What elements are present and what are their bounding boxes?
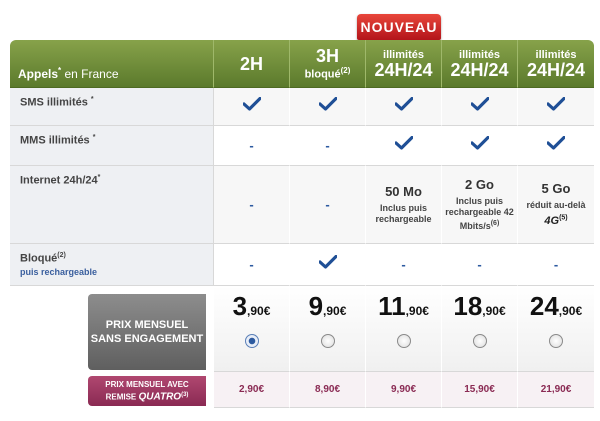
internet-illimite-3: 5 Go réduit au-delà 4G(5) <box>518 166 594 244</box>
4g-logo: 4G(5) <box>544 213 568 227</box>
price-label: PRIX MENSUEL SANS ENGAGEMENT <box>88 294 206 370</box>
plan-radio-illimite-2[interactable] <box>472 334 487 348</box>
plan-radio-illimite-1[interactable] <box>396 334 411 348</box>
internet-illimite-1: 50 Mo Inclus puis rechargeable <box>366 166 442 244</box>
checkmark-icon <box>393 96 414 116</box>
mms-check-illimite-1 <box>366 126 442 166</box>
price-3h[interactable]: 9,90€ <box>290 286 366 372</box>
price-illimite-3[interactable]: 24,90€ <box>518 286 594 372</box>
plan-radio-2h[interactable] <box>244 334 259 348</box>
remise-price-illimite-2: 15,90€ <box>442 372 518 408</box>
bloque-check-3h <box>290 244 366 286</box>
internet-2h: - <box>214 166 290 244</box>
plan-header-2h: 2H <box>214 40 290 88</box>
remise-price-3h: 8,90€ <box>290 372 366 408</box>
plans-comparison-table: Appels* en France 2H 3H bloqué(2) illimit… <box>10 40 594 408</box>
checkmark-icon <box>546 96 566 116</box>
mms-dash-2h: - <box>214 126 290 166</box>
sms-check-illimite-2 <box>442 88 518 126</box>
plan-header-illimite-1: illimités 24H/24 <box>366 40 442 88</box>
bloque-row-label: Bloqué(2) puis rechargeable <box>10 244 214 286</box>
checkmark-icon <box>469 135 490 155</box>
checkmark-icon <box>393 135 414 155</box>
plan-radio-3h[interactable] <box>320 334 335 348</box>
bloque-dash-illimite-3: - <box>518 244 594 286</box>
price-2h[interactable]: 3,90€ <box>214 286 290 372</box>
mms-check-illimite-3 <box>518 126 594 166</box>
plan-header-illimite-3: illimités 24H/24 <box>518 40 594 88</box>
plan-header-3h: 3H bloqué(2) <box>290 40 366 88</box>
mms-dash-3h: - <box>290 126 366 166</box>
internet-illimite-2: 2 Go Inclus puis rechargeable 42 Mbits/s… <box>442 166 518 244</box>
sms-row-label: SMS illimités * <box>10 88 214 126</box>
remise-price-2h: 2,90€ <box>214 372 290 408</box>
price-illimite-2[interactable]: 18,90€ <box>442 286 518 372</box>
sms-check-3h <box>290 88 366 126</box>
mms-row-label: MMS illimités * <box>10 126 214 166</box>
price-illimite-1[interactable]: 11,90€ <box>366 286 442 372</box>
sms-check-2h <box>214 88 290 126</box>
internet-row-label: Internet 24h/24* <box>10 166 214 244</box>
checkmark-icon <box>469 96 490 116</box>
price-label-cell: PRIX MENSUEL SANS ENGAGEMENT <box>10 286 214 372</box>
checkmark-icon <box>546 135 566 155</box>
checkmark-icon <box>241 96 262 116</box>
nouveau-badge: NOUVEAU <box>357 14 441 46</box>
bloque-dash-illimite-2: - <box>442 244 518 286</box>
checkmark-icon <box>317 96 338 116</box>
remise-price-illimite-3: 21,90€ <box>518 372 594 408</box>
mms-check-illimite-2 <box>442 126 518 166</box>
internet-3h: - <box>290 166 366 244</box>
calls-header: Appels* en France <box>10 40 214 88</box>
sms-check-illimite-3 <box>518 88 594 126</box>
bloque-dash-illimite-1: - <box>366 244 442 286</box>
plan-radio-illimite-3[interactable] <box>549 334 563 348</box>
plan-header-illimite-2: illimités 24H/24 <box>442 40 518 88</box>
sms-check-illimite-1 <box>366 88 442 126</box>
remise-price-illimite-1: 9,90€ <box>366 372 442 408</box>
remise-label-cell: PRIX MENSUEL AVEC REMISE QUATRO(3) <box>10 372 214 408</box>
remise-label: PRIX MENSUEL AVEC REMISE QUATRO(3) <box>88 376 206 406</box>
bloque-dash-2h: - <box>214 244 290 286</box>
checkmark-icon <box>317 254 338 274</box>
